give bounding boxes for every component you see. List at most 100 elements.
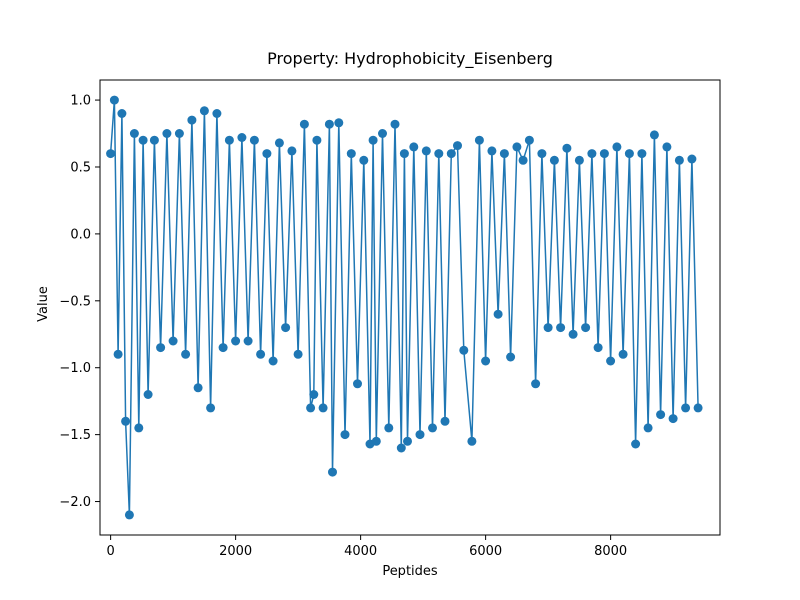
data-point: [440, 416, 450, 426]
data-point: [649, 130, 659, 140]
data-point: [656, 410, 666, 420]
data-point: [467, 436, 477, 446]
x-tick-label: 8000: [594, 544, 627, 559]
data-point: [256, 349, 266, 359]
data-point: [299, 119, 309, 129]
data-point: [168, 336, 178, 346]
data-point: [174, 129, 184, 138]
data-point: [312, 135, 322, 145]
data-point: [518, 155, 528, 165]
y-tick-label: 0.0: [70, 227, 91, 242]
data-point: [334, 118, 344, 128]
data-point: [562, 143, 572, 153]
data-point: [668, 414, 678, 424]
data-point: [378, 129, 387, 138]
data-point: [309, 390, 319, 399]
data-point: [631, 439, 641, 449]
x-tick-label: 4000: [344, 544, 377, 559]
data-point: [612, 142, 622, 152]
data-point: [231, 336, 241, 346]
data-point: [359, 155, 369, 165]
data-point: [531, 379, 541, 389]
data-point: [324, 119, 334, 129]
data-point: [637, 149, 647, 159]
y-tick-label: −1.5: [59, 428, 91, 443]
x-tick-label: 0: [106, 544, 114, 559]
data-point: [212, 109, 222, 118]
data-point: [643, 423, 653, 433]
data-point: [243, 336, 253, 346]
data-point: [262, 149, 272, 159]
data-point: [396, 443, 406, 453]
data-point: [224, 135, 234, 145]
y-axis-label: Value: [36, 286, 51, 322]
data-point: [346, 149, 356, 159]
data-point: [481, 356, 491, 366]
data-point: [606, 356, 616, 366]
data-point: [593, 343, 603, 353]
data-point: [143, 390, 153, 399]
data-point: [249, 135, 259, 145]
data-point: [674, 155, 684, 165]
data-point: [281, 323, 291, 333]
x-axis-label: Peptides: [382, 564, 438, 579]
x-tick-label: 6000: [469, 544, 502, 559]
data-point: [384, 423, 394, 433]
data-point: [117, 109, 127, 118]
data-point: [113, 349, 123, 359]
data-point: [499, 149, 509, 159]
y-tick-label: 1.0: [70, 94, 91, 109]
data-point: [415, 430, 425, 440]
y-tick-label: 0.5: [70, 160, 91, 175]
data-point: [459, 345, 469, 355]
y-tick-label: −0.5: [59, 294, 91, 309]
data-point: [306, 403, 316, 413]
data-point: [568, 329, 578, 339]
data-point: [138, 135, 148, 145]
data-point: [537, 149, 547, 159]
data-point: [487, 146, 497, 156]
data-point: [599, 149, 609, 159]
data-layer: [106, 95, 703, 520]
data-point: [662, 142, 672, 152]
data-point: [581, 323, 591, 333]
data-point: [506, 352, 516, 362]
data-point: [187, 115, 197, 125]
data-point: [587, 149, 597, 159]
data-point: [624, 149, 634, 159]
data-point: [156, 343, 166, 353]
data-point: [109, 95, 119, 105]
data-point: [493, 309, 503, 319]
data-point: [218, 343, 228, 353]
data-point: [134, 423, 144, 433]
data-point: [371, 436, 381, 446]
y-tick-label: −2.0: [59, 495, 91, 510]
y-tick-label: −1.0: [59, 361, 91, 376]
data-point: [149, 135, 159, 145]
data-point: [340, 430, 350, 440]
data-point: [293, 349, 303, 359]
data-point: [409, 142, 419, 152]
data-point: [446, 149, 456, 159]
data-point: [287, 146, 297, 156]
data-point: [428, 423, 437, 433]
data-point: [390, 119, 400, 129]
data-point: [129, 129, 139, 138]
x-tick-label: 2000: [219, 544, 252, 559]
data-point: [574, 155, 584, 165]
chart-title: Property: Hydrophobicity_Eisenberg: [267, 49, 553, 69]
data-point: [162, 129, 172, 138]
data-point: [687, 154, 697, 164]
data-point: [693, 403, 703, 413]
data-point: [453, 141, 462, 151]
data-point: [206, 403, 216, 413]
data-point: [543, 323, 553, 333]
data-point: [318, 403, 328, 413]
data-point: [121, 416, 131, 426]
data-point: [474, 135, 484, 145]
data-point: [556, 323, 566, 333]
data-point: [368, 135, 378, 145]
